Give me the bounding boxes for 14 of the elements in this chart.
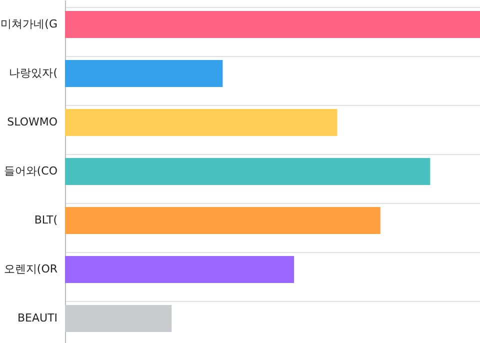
y-tick-label: 미쳐가네(G bbox=[0, 18, 58, 30]
y-tick-label: 오렌지(OR bbox=[4, 262, 58, 276]
y-tick-label: 나랑있자( bbox=[9, 66, 58, 80]
bar bbox=[65, 256, 294, 283]
bar bbox=[65, 11, 480, 38]
bar bbox=[65, 207, 380, 234]
y-tick-label: BLT( bbox=[34, 214, 58, 226]
y-tick-label: SLOWMO bbox=[7, 116, 58, 128]
y-tick-label: 들어와(CO bbox=[4, 164, 58, 178]
bar bbox=[65, 60, 223, 87]
bar bbox=[65, 305, 172, 332]
bar bbox=[65, 158, 430, 185]
y-tick-label: BEAUTI bbox=[17, 312, 58, 324]
bar bbox=[65, 109, 338, 136]
